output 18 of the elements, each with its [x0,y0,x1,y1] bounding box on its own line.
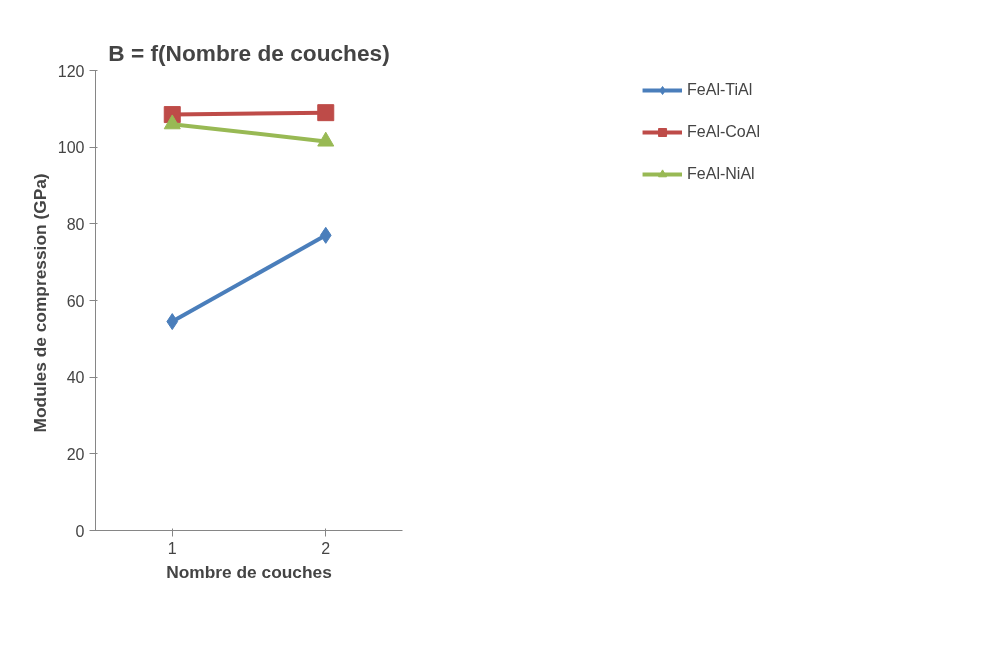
point [319,226,332,244]
y-tick-label: 60 [66,292,85,310]
y-tick-label: 120 [57,62,85,80]
x-tick-label: 1 [167,539,177,557]
y-tick-label: 20 [66,445,85,463]
y-tick-label: 80 [66,215,85,233]
x-tick-label: 2 [321,539,331,557]
x-axis-title: Nombre de couches [166,561,332,582]
legend-label: FeAl-NiAl [687,165,755,183]
y-tick-label: 40 [66,369,85,387]
point [317,104,335,122]
legend-label: FeAl-TiAl [687,81,753,99]
legend-label: FeAl-CoAl [687,123,760,141]
chart-title: B = f(Nombre de couches) [108,39,390,66]
y-tick-label: 0 [75,522,85,540]
point [166,313,179,331]
y-tick-label: 100 [57,139,85,157]
y-axis-title: Modules de compression (GPa) [29,173,50,433]
